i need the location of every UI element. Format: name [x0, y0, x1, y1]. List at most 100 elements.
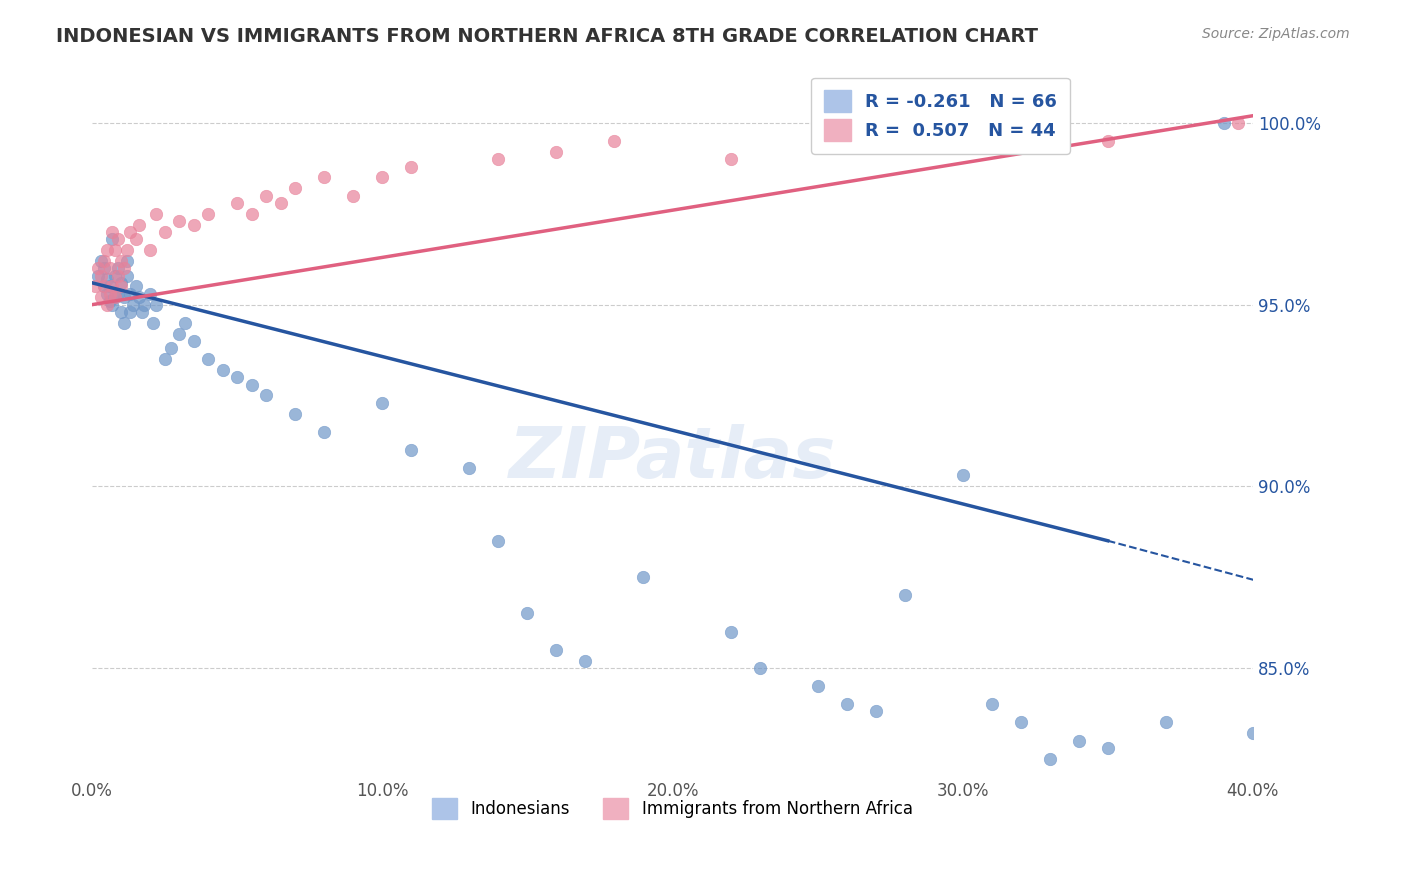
Point	[139, 286, 162, 301]
Point	[159, 341, 181, 355]
Point	[93, 279, 115, 293]
Point	[342, 188, 364, 202]
Point	[110, 254, 132, 268]
Point	[90, 268, 112, 283]
Point	[101, 279, 124, 293]
Point	[183, 218, 205, 232]
Point	[142, 316, 165, 330]
Point	[110, 279, 132, 293]
Point	[226, 195, 249, 210]
Point	[486, 153, 509, 167]
Point	[254, 388, 277, 402]
Point	[98, 261, 121, 276]
Point	[174, 316, 197, 330]
Point	[112, 316, 135, 330]
Point	[952, 468, 974, 483]
Point	[211, 363, 233, 377]
Point	[145, 298, 167, 312]
Point	[90, 290, 112, 304]
Point	[546, 642, 568, 657]
Point	[121, 298, 143, 312]
Text: Source: ZipAtlas.com: Source: ZipAtlas.com	[1202, 27, 1350, 41]
Point	[401, 442, 423, 457]
Point	[98, 293, 121, 308]
Point	[118, 286, 141, 301]
Point	[1097, 134, 1119, 148]
Point	[167, 326, 190, 341]
Point	[96, 243, 118, 257]
Point	[633, 570, 655, 584]
Point	[254, 188, 277, 202]
Point	[197, 207, 219, 221]
Point	[371, 395, 394, 409]
Point	[145, 207, 167, 221]
Point	[107, 261, 129, 276]
Point	[153, 225, 176, 239]
Point	[115, 268, 138, 283]
Point	[458, 461, 481, 475]
Point	[720, 153, 742, 167]
Point	[748, 661, 770, 675]
Point	[835, 697, 858, 711]
Point	[183, 334, 205, 348]
Point	[153, 352, 176, 367]
Point	[134, 298, 156, 312]
Point	[1010, 715, 1032, 730]
Point	[110, 305, 132, 319]
Point	[118, 305, 141, 319]
Point	[87, 261, 110, 276]
Point	[603, 134, 626, 148]
Point	[101, 232, 124, 246]
Point	[87, 268, 110, 283]
Point	[371, 170, 394, 185]
Point	[118, 225, 141, 239]
Point	[128, 218, 150, 232]
Point	[1227, 116, 1250, 130]
Point	[90, 254, 112, 268]
Point	[1212, 116, 1234, 130]
Text: ZIPatlas: ZIPatlas	[509, 424, 837, 492]
Point	[93, 261, 115, 276]
Point	[226, 370, 249, 384]
Point	[115, 243, 138, 257]
Point	[112, 261, 135, 276]
Point	[104, 290, 127, 304]
Point	[284, 407, 307, 421]
Point	[107, 268, 129, 283]
Point	[167, 214, 190, 228]
Point	[314, 425, 336, 439]
Point	[128, 290, 150, 304]
Point	[139, 243, 162, 257]
Legend: Indonesians, Immigrants from Northern Africa: Indonesians, Immigrants from Northern Af…	[426, 791, 920, 825]
Point	[980, 697, 1002, 711]
Point	[197, 352, 219, 367]
Point	[96, 286, 118, 301]
Text: INDONESIAN VS IMMIGRANTS FROM NORTHERN AFRICA 8TH GRADE CORRELATION CHART: INDONESIAN VS IMMIGRANTS FROM NORTHERN A…	[56, 27, 1038, 45]
Point	[314, 170, 336, 185]
Point	[93, 254, 115, 268]
Point	[893, 588, 915, 602]
Point	[96, 272, 118, 286]
Point	[107, 232, 129, 246]
Point	[98, 279, 121, 293]
Point	[104, 268, 127, 283]
Point	[125, 232, 148, 246]
Point	[93, 279, 115, 293]
Point	[104, 290, 127, 304]
Point	[1241, 726, 1264, 740]
Point	[101, 298, 124, 312]
Point	[98, 286, 121, 301]
Point	[865, 705, 887, 719]
Point	[1154, 715, 1177, 730]
Point	[101, 225, 124, 239]
Point	[1256, 570, 1278, 584]
Point	[96, 298, 118, 312]
Point	[112, 290, 135, 304]
Point	[574, 654, 596, 668]
Point	[1039, 752, 1062, 766]
Point	[115, 254, 138, 268]
Point	[107, 286, 129, 301]
Point	[131, 305, 153, 319]
Point	[546, 145, 568, 159]
Point	[486, 533, 509, 548]
